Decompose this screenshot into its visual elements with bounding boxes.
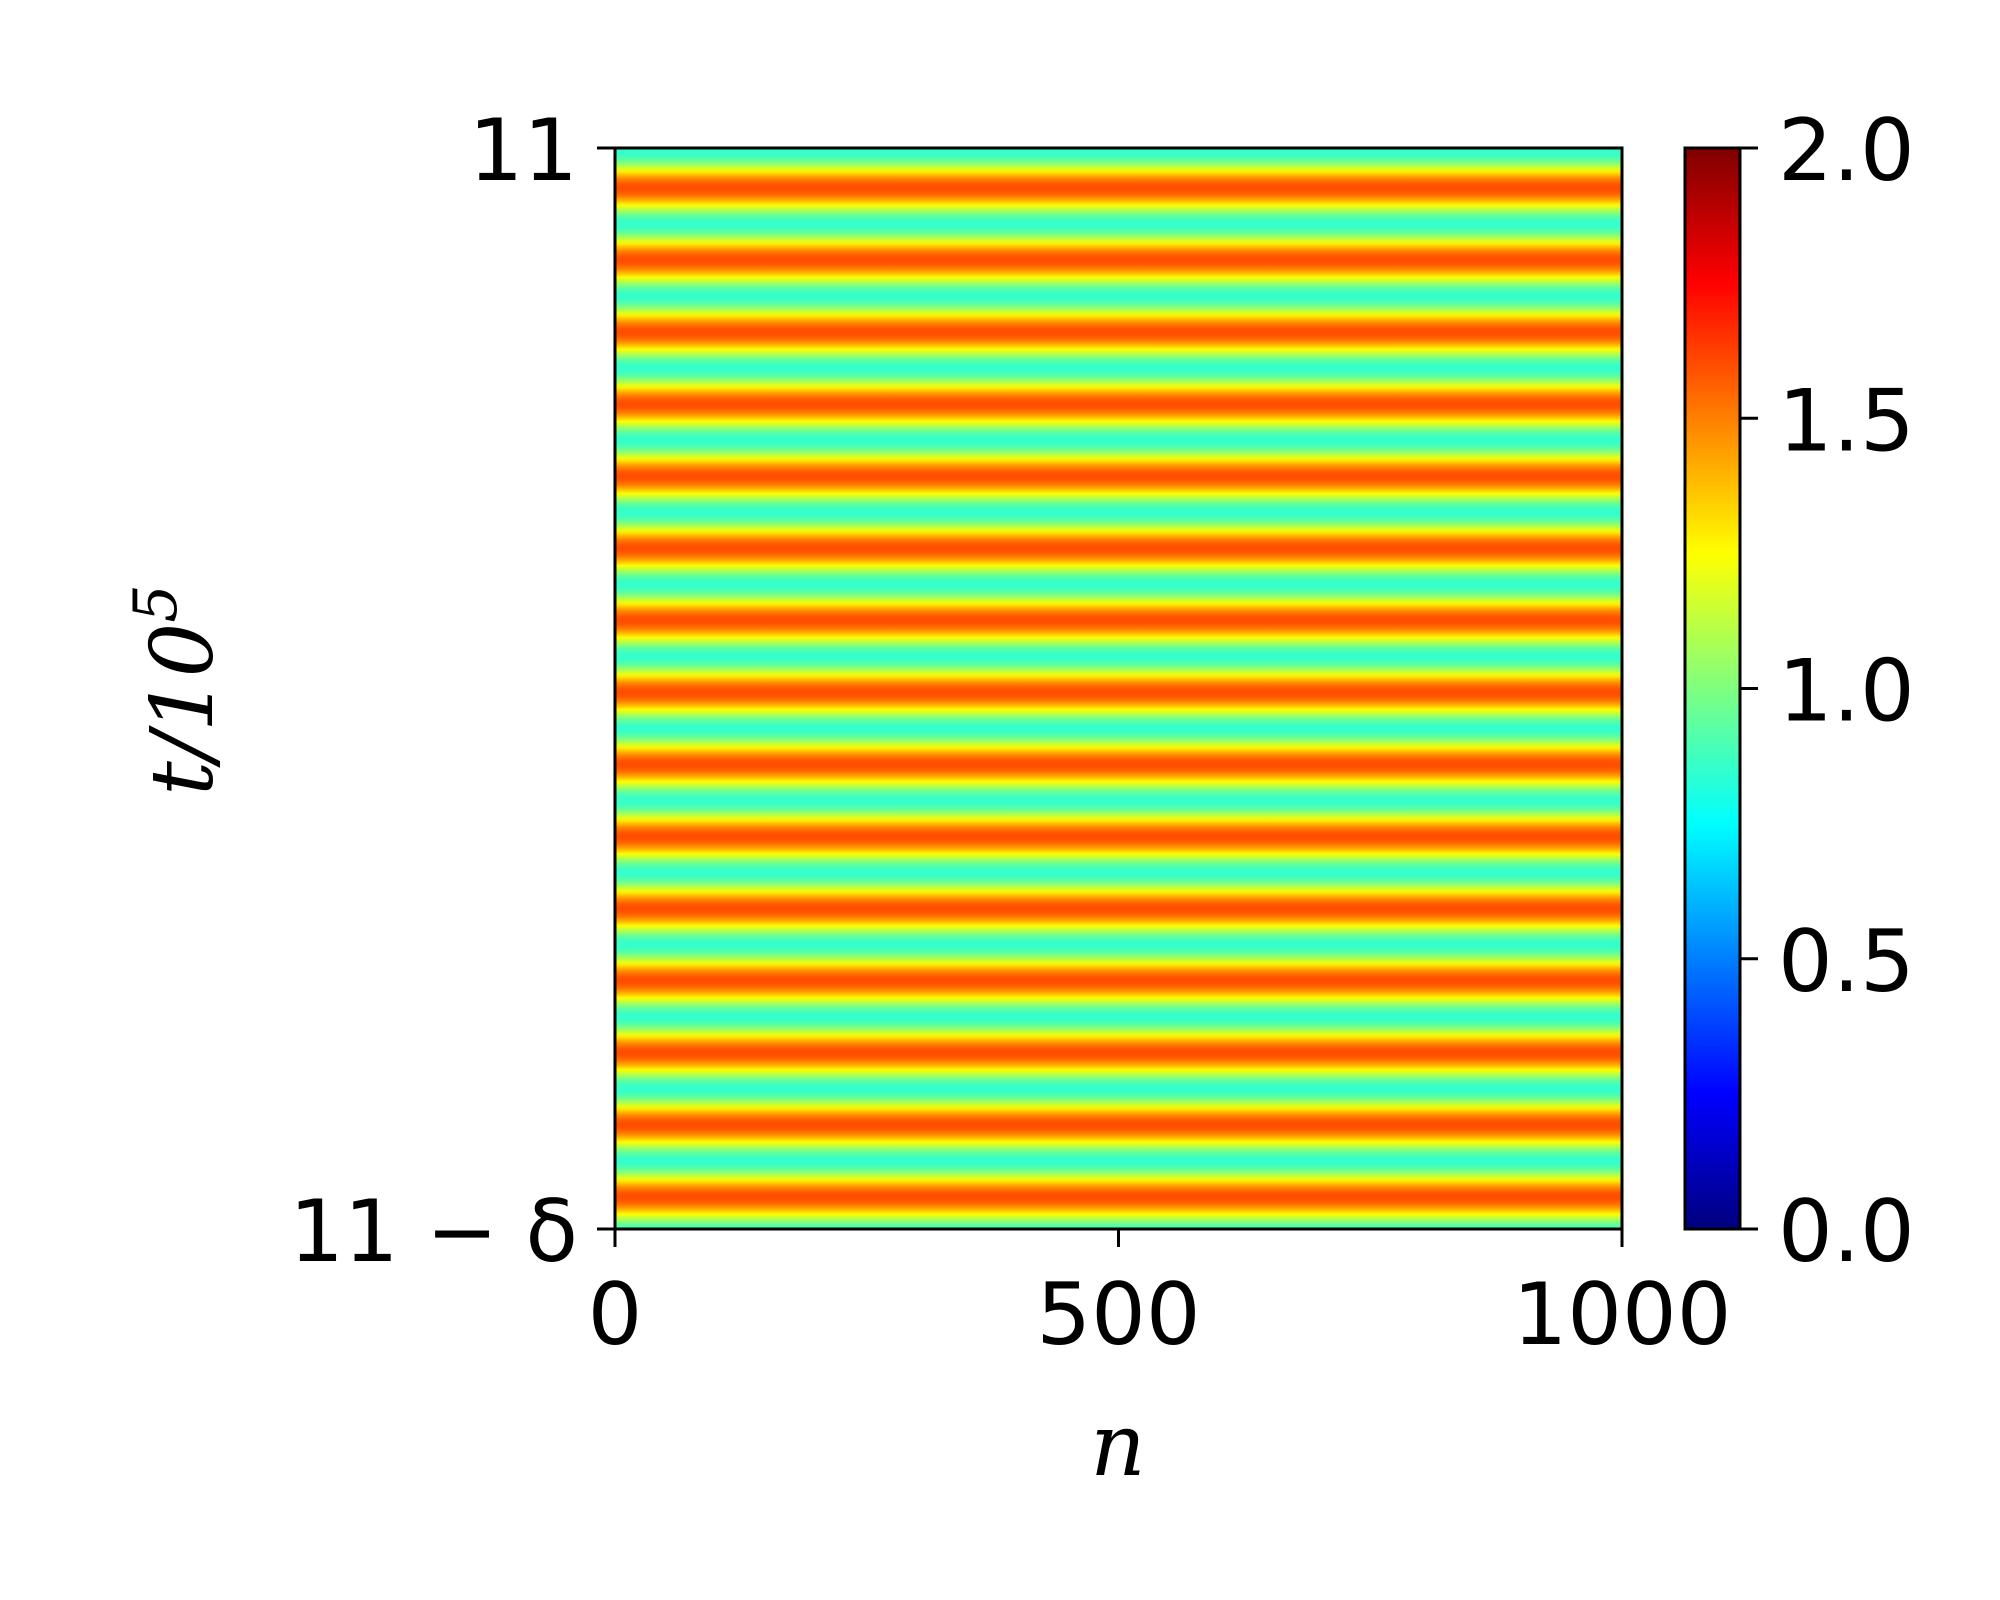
x-tick-label: 0: [588, 1265, 643, 1365]
colorbar-tick-label: 1.0: [1778, 642, 1915, 742]
colorbar-gradient: [1683, 146, 1742, 1231]
x-tick-label: 500: [1036, 1265, 1200, 1365]
colorbar: 0.0 0.5 1.0 1.5 2.0: [1683, 101, 1915, 1282]
y-axis-label-base: t/10: [133, 623, 233, 796]
heatmap-plot-area: [613, 146, 1624, 1231]
x-axis: 0 500 1000: [588, 1229, 1732, 1365]
colorbar-tick-label: 1.5: [1778, 371, 1915, 471]
colorbar-tick-label: 0.5: [1778, 912, 1915, 1012]
colorbar-tick-label: 0.0: [1778, 1182, 1915, 1282]
y-axis-label: t/105: [121, 584, 233, 795]
colorbar-ticks: 0.0 0.5 1.0 1.5 2.0: [1740, 101, 1915, 1282]
y-axis: 11 11 − δ: [289, 101, 615, 1282]
colorbar-tick-label: 2.0: [1778, 101, 1915, 201]
x-axis-label: n: [1090, 1396, 1145, 1496]
svg-text:t/105: t/105: [121, 584, 233, 795]
heatmap-image: [615, 148, 1622, 1229]
x-tick-label: 1000: [1513, 1265, 1732, 1365]
y-axis-label-exponent: 5: [121, 584, 191, 622]
y-tick-label-top: 11: [469, 101, 578, 201]
y-tick-label-bottom: 11 − δ: [289, 1182, 578, 1282]
